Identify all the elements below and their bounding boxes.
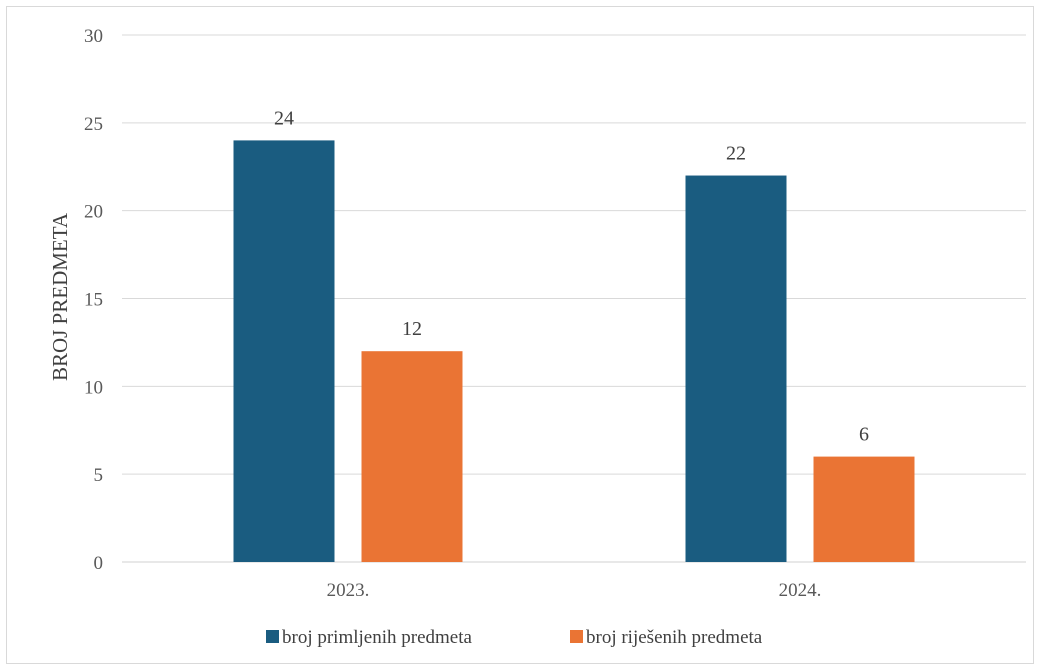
bar-resolved-1 [813, 456, 915, 562]
bar-received-0 [233, 140, 335, 562]
bar-received-1 [685, 175, 787, 563]
y-axis-ticks: 0 5 10 15 20 25 30 [84, 26, 103, 574]
data-label: 12 [402, 318, 422, 340]
bars [233, 140, 915, 563]
legend-label-1: broj riješenih predmeta [586, 627, 763, 648]
y-tick-label: 30 [84, 26, 103, 47]
data-label: 22 [726, 143, 746, 165]
x-tick-label: 2024. [779, 580, 822, 601]
y-tick-label: 10 [84, 377, 103, 398]
legend-swatch-1 [570, 630, 583, 643]
y-tick-label: 5 [94, 465, 104, 486]
data-labels: 24 12 22 6 [274, 107, 869, 445]
legend: broj primljenih predmeta broj riješenih p… [266, 627, 763, 648]
data-label: 6 [859, 424, 869, 446]
y-axis-label: BROJ PREDMETA [48, 212, 72, 381]
y-tick-label: 25 [84, 114, 103, 135]
y-tick-label: 0 [94, 553, 104, 574]
legend-swatch-0 [266, 630, 279, 643]
y-tick-label: 20 [84, 202, 103, 223]
bar-resolved-0 [361, 351, 463, 562]
x-axis-ticks: 2023. 2024. [327, 580, 822, 601]
data-label: 24 [274, 107, 294, 129]
y-tick-label: 15 [84, 290, 103, 311]
legend-label-0: broj primljenih predmeta [282, 627, 473, 648]
x-tick-label: 2023. [327, 580, 370, 601]
